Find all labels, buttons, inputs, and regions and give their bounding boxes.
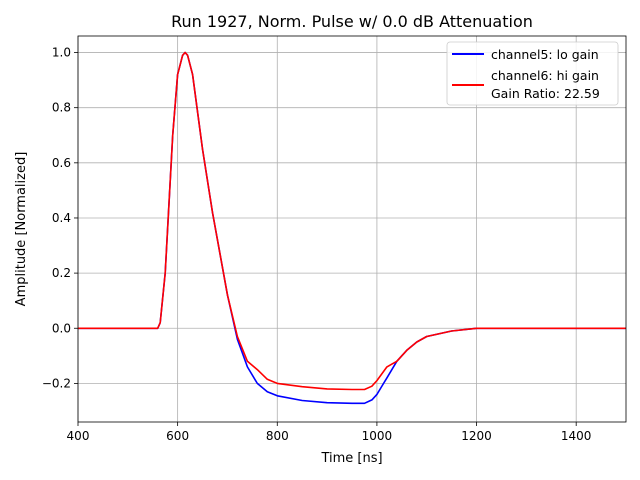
chart-title: Run 1927, Norm. Pulse w/ 0.0 dB Attenuat… xyxy=(171,12,533,31)
y-axis-label: Amplitude [Normalized] xyxy=(14,152,29,307)
x-tick-label: 600 xyxy=(166,429,189,443)
series-line-channel6 xyxy=(78,51,626,391)
y-tick-label: −0.2 xyxy=(42,376,71,390)
plot-frame xyxy=(77,35,627,423)
x-axis-label: Time [ns] xyxy=(320,451,382,466)
y-tick-label: 0.0 xyxy=(52,321,71,335)
y-tick-label: 0.8 xyxy=(52,101,71,115)
legend-label-channel6: channel6: hi gain xyxy=(491,68,599,83)
legend-gain-ratio: Gain Ratio: 22.59 xyxy=(491,86,600,101)
y-tick-label: 1.0 xyxy=(52,46,71,60)
legend: channel5: lo gain channel6: hi gain Gain… xyxy=(446,41,619,106)
y-tick-label: 0.2 xyxy=(52,266,71,280)
legend-label-channel5: channel5: lo gain xyxy=(491,47,599,62)
x-tick-label: 1000 xyxy=(362,429,393,443)
y-tick-label: 0.6 xyxy=(52,156,71,170)
x-tick-label: 1200 xyxy=(461,429,492,443)
x-tick-label: 400 xyxy=(67,429,90,443)
x-tick-label: 1400 xyxy=(561,429,592,443)
legend-box xyxy=(446,41,619,106)
y-tick-label: 0.4 xyxy=(52,211,71,225)
x-tick-label: 800 xyxy=(266,429,289,443)
series-layer xyxy=(78,51,626,405)
ticks: 400 600 800 1000 1200 1400 −0.2 0.0 0.2 0.4 0.6 0.8… xyxy=(42,46,592,443)
